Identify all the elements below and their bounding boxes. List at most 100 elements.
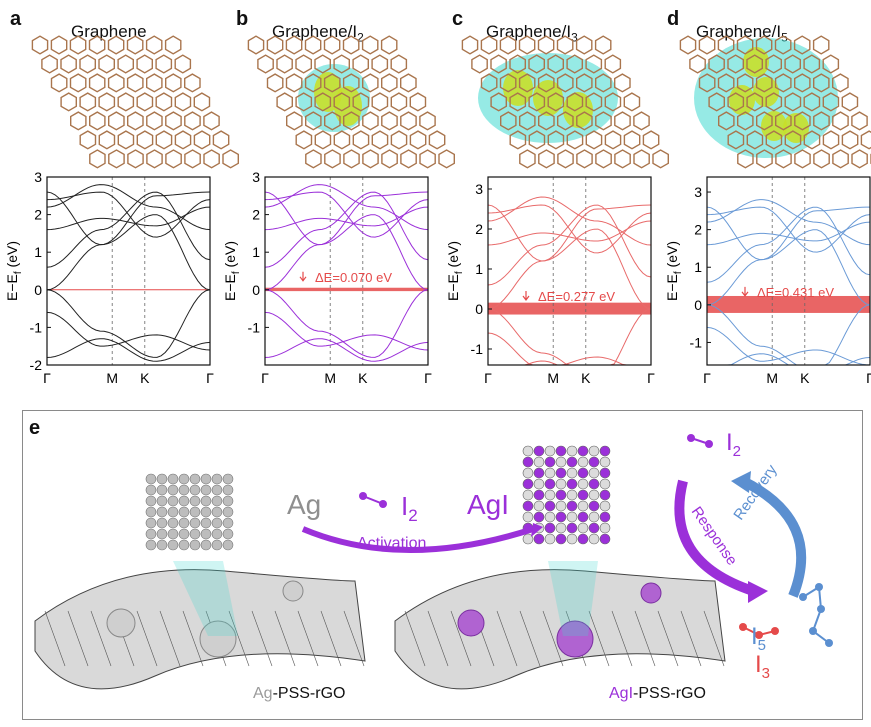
sheet-mesh (634, 610, 656, 667)
agi-beam (548, 561, 598, 636)
hexagon (295, 92, 313, 112)
hexagon (576, 111, 593, 131)
hexagon (314, 130, 332, 150)
ag-atom (200, 528, 212, 540)
hexagon (518, 73, 536, 93)
hexagon (614, 149, 631, 169)
hexagon (107, 35, 125, 55)
ag-atom (222, 539, 234, 551)
agi-atom (555, 456, 567, 468)
hexagon (803, 54, 821, 74)
hexagon (737, 149, 754, 169)
hexagon (342, 73, 360, 93)
hexagon (333, 54, 350, 74)
hexagon (266, 73, 284, 93)
sheet-mesh (182, 610, 204, 667)
ag-atom (167, 528, 179, 540)
hexagon (286, 111, 303, 131)
hexagon (822, 130, 840, 150)
hexagon (784, 130, 802, 150)
ag-atom (145, 506, 157, 518)
hexagon (295, 54, 312, 74)
agi-crystal (522, 445, 611, 545)
hexagon (614, 73, 631, 93)
ag-atom (178, 473, 190, 485)
plot-frame (264, 176, 429, 366)
hexagon (775, 111, 792, 131)
hexagon (60, 92, 78, 112)
panel-label-a: a (10, 8, 22, 30)
sheet-mesh (343, 610, 365, 667)
agi-atom (588, 489, 600, 501)
ag-beam (173, 561, 238, 636)
hexagon (352, 130, 370, 150)
agi-atom (544, 456, 556, 468)
i5-sub: 5 (757, 636, 767, 654)
band-line (487, 220, 652, 246)
cycle-i2-main: I (726, 429, 733, 456)
band-line (46, 214, 211, 291)
agi-atom (566, 500, 578, 512)
agi-atom (577, 522, 589, 534)
y-tick-label: -1 (248, 319, 261, 335)
ag-atom (167, 517, 179, 529)
sheet-mesh (44, 610, 66, 667)
agi-nanoparticle (640, 582, 662, 604)
agi-nanoparticle (457, 609, 485, 637)
hexagon (604, 92, 622, 112)
hexagon (727, 130, 745, 150)
hexagon (88, 111, 106, 131)
hexagon (146, 111, 163, 131)
x-tick-label: M (106, 370, 118, 386)
agi-atom (533, 445, 545, 457)
agi-atom (566, 522, 578, 534)
cycle-i2-bond (690, 437, 710, 445)
ag-atom (167, 506, 179, 518)
hexagon (257, 54, 274, 74)
hexagon (108, 149, 125, 169)
agi-atom (599, 456, 611, 468)
x-tick-label: Γ (703, 370, 711, 386)
sheet-mesh (90, 610, 112, 667)
lattice-structures (31, 35, 871, 169)
panel-title-c-sub: 3 (571, 30, 578, 45)
band-line (706, 221, 871, 246)
hexagon (708, 92, 725, 112)
ag-atom (222, 495, 234, 507)
i3-main: I (755, 651, 762, 678)
agi-atom (555, 445, 567, 457)
band-line (706, 326, 871, 366)
hexagon (794, 111, 811, 131)
hexagon (145, 35, 163, 55)
hexagon (841, 130, 859, 150)
hexagon (117, 130, 135, 150)
hexagon (595, 111, 612, 131)
ag-atom (211, 473, 223, 485)
hexagon (595, 73, 612, 93)
y-axis-label-unit: (eV) (222, 241, 238, 271)
hexagon (183, 73, 201, 93)
agi-atom (599, 522, 611, 534)
ag-atom (222, 506, 234, 518)
hexagon (566, 92, 584, 112)
sheet-mesh (67, 610, 89, 667)
i5-main: I (751, 623, 758, 650)
y-tick-label: 1 (475, 261, 483, 277)
y-tick-label: 1 (694, 259, 702, 275)
y-axis-label-unit: (eV) (4, 241, 20, 271)
panel-label-c: c (452, 8, 464, 30)
y-axis-label-sub: f (231, 271, 242, 274)
ag-atom (167, 473, 179, 485)
hexagon (276, 54, 293, 74)
hexagon (323, 35, 341, 55)
y-axis-label-unit: (eV) (445, 241, 461, 271)
y-tick-label: 3 (252, 169, 260, 185)
x-tick-label: M (766, 370, 778, 386)
sheet-mesh (611, 610, 633, 667)
hexagon (841, 92, 859, 112)
hexagon (136, 54, 154, 74)
hexagon (537, 35, 555, 55)
band-line (706, 199, 871, 246)
hexagon (537, 73, 555, 93)
plot-frame (46, 176, 211, 366)
